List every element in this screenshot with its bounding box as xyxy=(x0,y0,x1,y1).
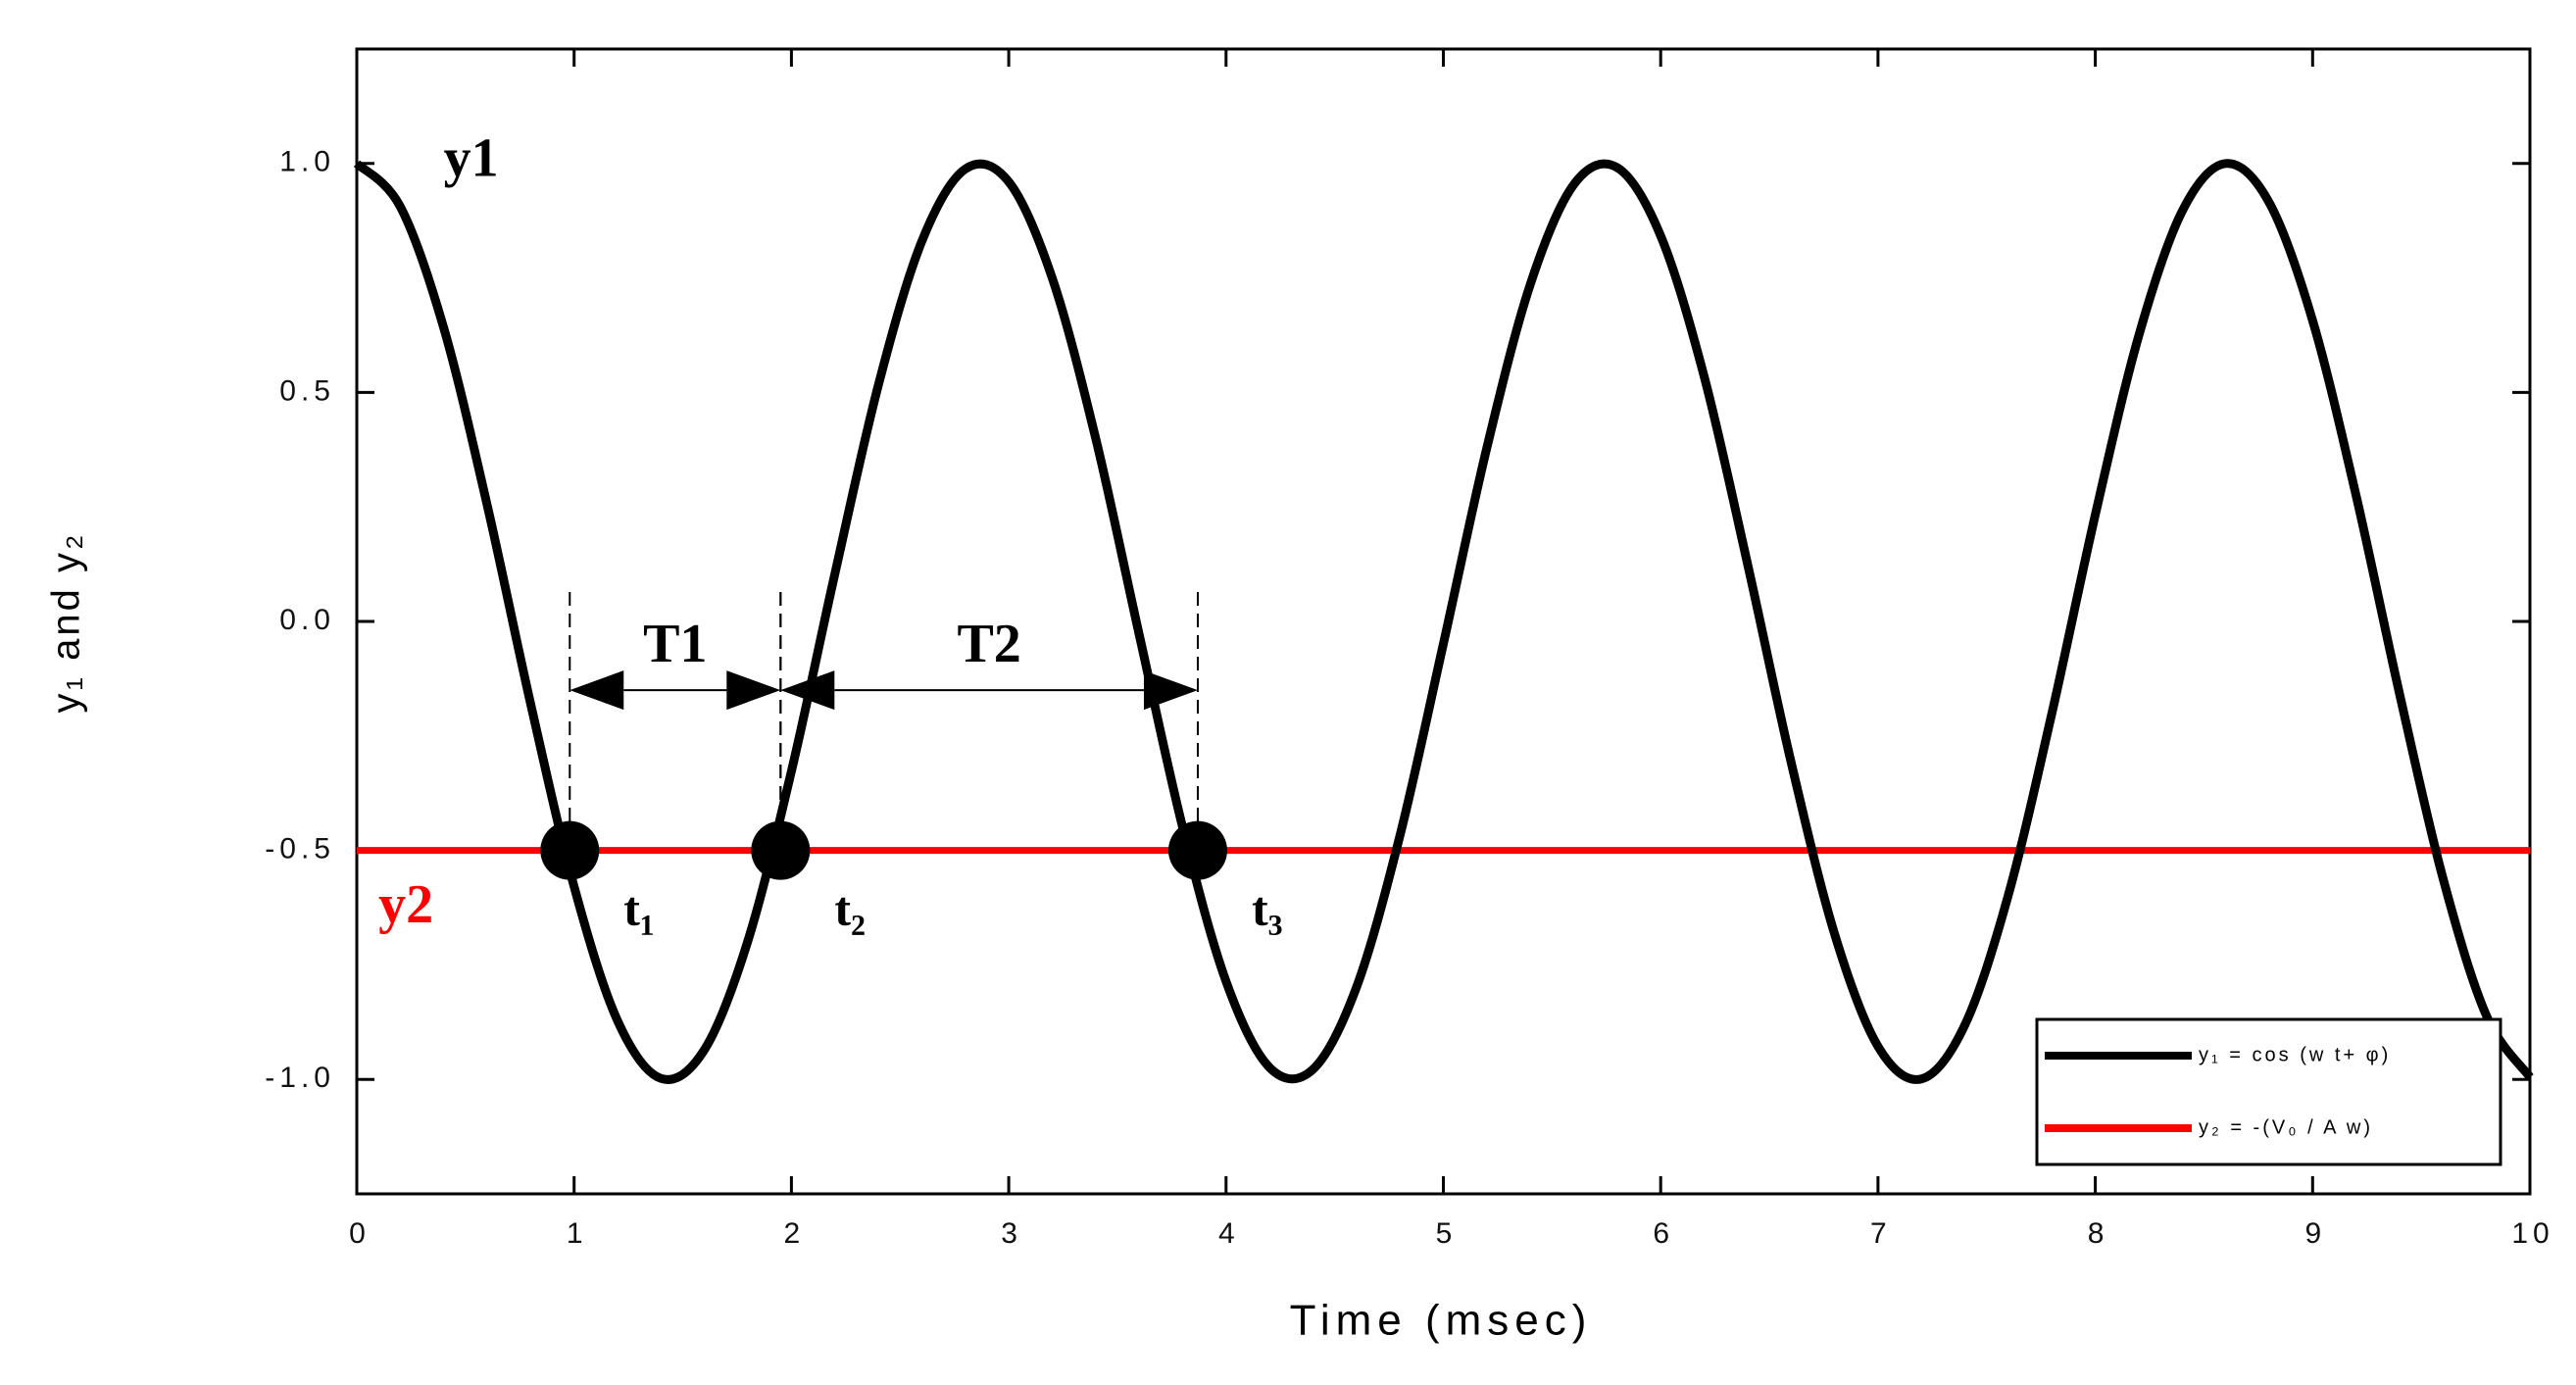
x-tick-label: 2 xyxy=(784,1217,806,1250)
point-label: t₃ xyxy=(1252,881,1283,936)
crossing-point xyxy=(540,820,600,880)
point-label: t₂ xyxy=(834,881,866,936)
interval-label: T2 xyxy=(957,614,1020,674)
x-axis-label: Time (msec) xyxy=(1290,1297,1593,1345)
y-tick-label: -1.0 xyxy=(265,1062,335,1094)
x-tick-label: 3 xyxy=(1001,1217,1022,1250)
point-label: t₁ xyxy=(623,881,655,936)
x-tick-label: 9 xyxy=(2304,1217,2326,1250)
legend-label: y₁ = cos (w t+ φ) xyxy=(2199,1044,2391,1065)
legend-label: y₂ = -(V₀ / A w) xyxy=(2199,1116,2373,1138)
x-tick-label: 1 xyxy=(567,1217,588,1250)
x-tick-label: 0 xyxy=(349,1217,371,1250)
arrow-head xyxy=(780,670,835,711)
interval-label: T1 xyxy=(643,614,707,674)
y-tick-label: 0.0 xyxy=(279,604,335,636)
x-tick-label: 7 xyxy=(1870,1217,1892,1250)
x-tick-label: 6 xyxy=(1653,1217,1674,1250)
series-label: y1 xyxy=(444,128,499,189)
y-tick-label: -0.5 xyxy=(265,833,335,866)
x-tick-label: 10 xyxy=(2511,1217,2553,1250)
arrow-head xyxy=(570,670,624,711)
legend-box xyxy=(2035,1017,2502,1166)
x-tick-label: 4 xyxy=(1218,1217,1240,1250)
y-tick-label: 0.5 xyxy=(279,374,335,407)
y-axis-label: y₁ and y₂ xyxy=(45,532,88,714)
x-tick-label: 5 xyxy=(1436,1217,1458,1250)
series-line xyxy=(353,159,2534,1084)
crossing-point xyxy=(751,820,811,880)
series-label: y2 xyxy=(378,874,433,935)
x-tick-label: 8 xyxy=(2088,1217,2109,1250)
arrow-head xyxy=(1143,670,1198,711)
arrow-head xyxy=(726,670,781,711)
crossing-point xyxy=(1167,820,1227,880)
y-tick-label: 1.0 xyxy=(279,146,335,178)
